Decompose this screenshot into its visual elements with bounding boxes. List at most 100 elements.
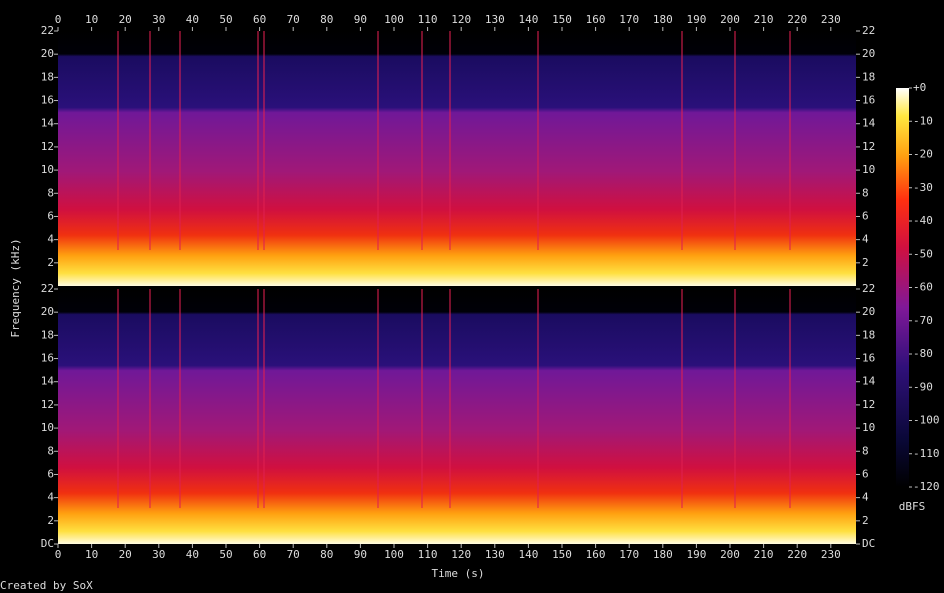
- y-tick-label: 22: [41, 24, 54, 37]
- x-tick-label: 150: [552, 548, 572, 561]
- x-tick-label: 100: [384, 548, 404, 561]
- y-tick-label: 22: [862, 24, 875, 37]
- x-tick-label: 200: [720, 13, 740, 26]
- colorbar-tick-label: -120: [913, 480, 940, 493]
- x-tick-label: 190: [686, 13, 706, 26]
- x-tick-label: 160: [586, 548, 606, 561]
- x-tick-label: 180: [653, 548, 673, 561]
- y-tick-label: 14: [862, 375, 876, 388]
- x-tick-label: 100: [384, 13, 404, 26]
- x-tick-label: 120: [451, 13, 471, 26]
- y-axis-label: Frequency (kHz): [9, 238, 22, 337]
- channel-1-image: [58, 31, 856, 286]
- y-tick-label: 20: [41, 305, 54, 318]
- x-tick-label: 80: [320, 13, 333, 26]
- x-tick-label: 220: [787, 548, 807, 561]
- x-tick-label: 110: [418, 548, 438, 561]
- x-tick-label: 150: [552, 13, 572, 26]
- x-tick-label: 30: [152, 13, 165, 26]
- x-tick-label: 20: [119, 548, 132, 561]
- x-tick-label: 60: [253, 13, 266, 26]
- y-tick-label: 18: [41, 328, 54, 341]
- y-tick-label: 16: [41, 94, 54, 107]
- y-tick-label: 8: [47, 444, 54, 457]
- x-tick-label: 50: [219, 548, 232, 561]
- x-tick-label: 230: [821, 548, 841, 561]
- colorbar-label: dBFS: [899, 500, 926, 513]
- transient-streaks: [117, 31, 791, 508]
- y-tick-label: 6: [47, 209, 54, 222]
- x-tick-label: 80: [320, 548, 333, 561]
- x-tick-label: 0: [55, 13, 62, 26]
- x-tick-label: 60: [253, 548, 266, 561]
- colorbar-tick-label: +0: [913, 81, 926, 94]
- y-tick-label: 2: [862, 514, 869, 527]
- y-tick-label: 6: [862, 467, 869, 480]
- y-tick-label: 22: [41, 282, 54, 295]
- y-tick-label: 18: [41, 70, 54, 83]
- x-tick-label: 220: [787, 13, 807, 26]
- x-tick-label: 10: [85, 13, 98, 26]
- y-tick-label: 18: [862, 328, 875, 341]
- y-tick-label: 2: [862, 256, 869, 269]
- x-tick-label: 70: [287, 13, 300, 26]
- x-tick-label: 200: [720, 548, 740, 561]
- y-tick-label: 18: [862, 70, 875, 83]
- x-tick-label: 160: [586, 13, 606, 26]
- colorbar-tick-label: -50: [913, 247, 933, 260]
- colorbar-tick-label: -20: [913, 148, 933, 161]
- x-tick-label: 90: [354, 548, 367, 561]
- y-tick-label: 10: [41, 163, 54, 176]
- y-tick-label: 12: [862, 140, 875, 153]
- colorbar-tick-label: -40: [913, 214, 933, 227]
- y-tick-label: 8: [862, 186, 869, 199]
- y-tick-label: 16: [41, 352, 54, 365]
- x-tick-label: 20: [119, 13, 132, 26]
- y-tick-label: 4: [47, 233, 54, 246]
- x-tick-label: 190: [686, 548, 706, 561]
- colorbar-tick-label: -30: [913, 181, 933, 194]
- colorbar-tick-label: -80: [913, 347, 933, 360]
- x-tick-label: 10: [85, 548, 98, 561]
- x-tick-label: 210: [754, 548, 774, 561]
- x-tick-label: 140: [518, 548, 538, 561]
- x-tick-label: 170: [619, 548, 639, 561]
- y-tick-label: DC: [862, 537, 875, 550]
- x-tick-label: 70: [287, 548, 300, 561]
- x-tick-label: 90: [354, 13, 367, 26]
- y-tick-label: 14: [41, 117, 55, 130]
- x-tick-label: 40: [186, 548, 199, 561]
- y-tick-label: 6: [47, 467, 54, 480]
- y-tick-label: 6: [862, 209, 869, 222]
- y-tick-label: 2: [47, 514, 54, 527]
- x-tick-label: 40: [186, 13, 199, 26]
- y-tick-label: 4: [47, 491, 54, 504]
- y-tick-label: 12: [41, 398, 54, 411]
- x-tick-label: 180: [653, 13, 673, 26]
- colorbar-tick-label: -60: [913, 281, 933, 294]
- y-tick-label: 12: [41, 140, 54, 153]
- y-tick-label: 16: [862, 94, 875, 107]
- y-tick-label: 8: [862, 444, 869, 457]
- colorbar-tick-label: -100: [913, 414, 940, 427]
- y-tick-label: 20: [41, 47, 54, 60]
- y-tick-label: 16: [862, 352, 875, 365]
- y-tick-label: DC: [41, 537, 54, 550]
- colorbar-tick-label: -10: [913, 114, 933, 127]
- x-tick-label: 130: [485, 548, 505, 561]
- colorbar-tick-label: -110: [913, 447, 940, 460]
- y-tick-label: 2: [47, 256, 54, 269]
- footer: Created by SoX: [0, 579, 93, 592]
- x-tick-label: 0: [55, 548, 62, 561]
- y-tick-label: 4: [862, 491, 869, 504]
- y-tick-label: 20: [862, 305, 875, 318]
- colorbar-tick-label: -90: [913, 380, 933, 393]
- channel-2-image: [58, 289, 856, 544]
- y-tick-label: 4: [862, 233, 869, 246]
- colorbar: [896, 88, 909, 487]
- y-tick-label: 8: [47, 186, 54, 199]
- y-tick-label: 14: [41, 375, 55, 388]
- colorbar-tick-label: -70: [913, 314, 933, 327]
- x-axis-label: Time (s): [432, 567, 485, 580]
